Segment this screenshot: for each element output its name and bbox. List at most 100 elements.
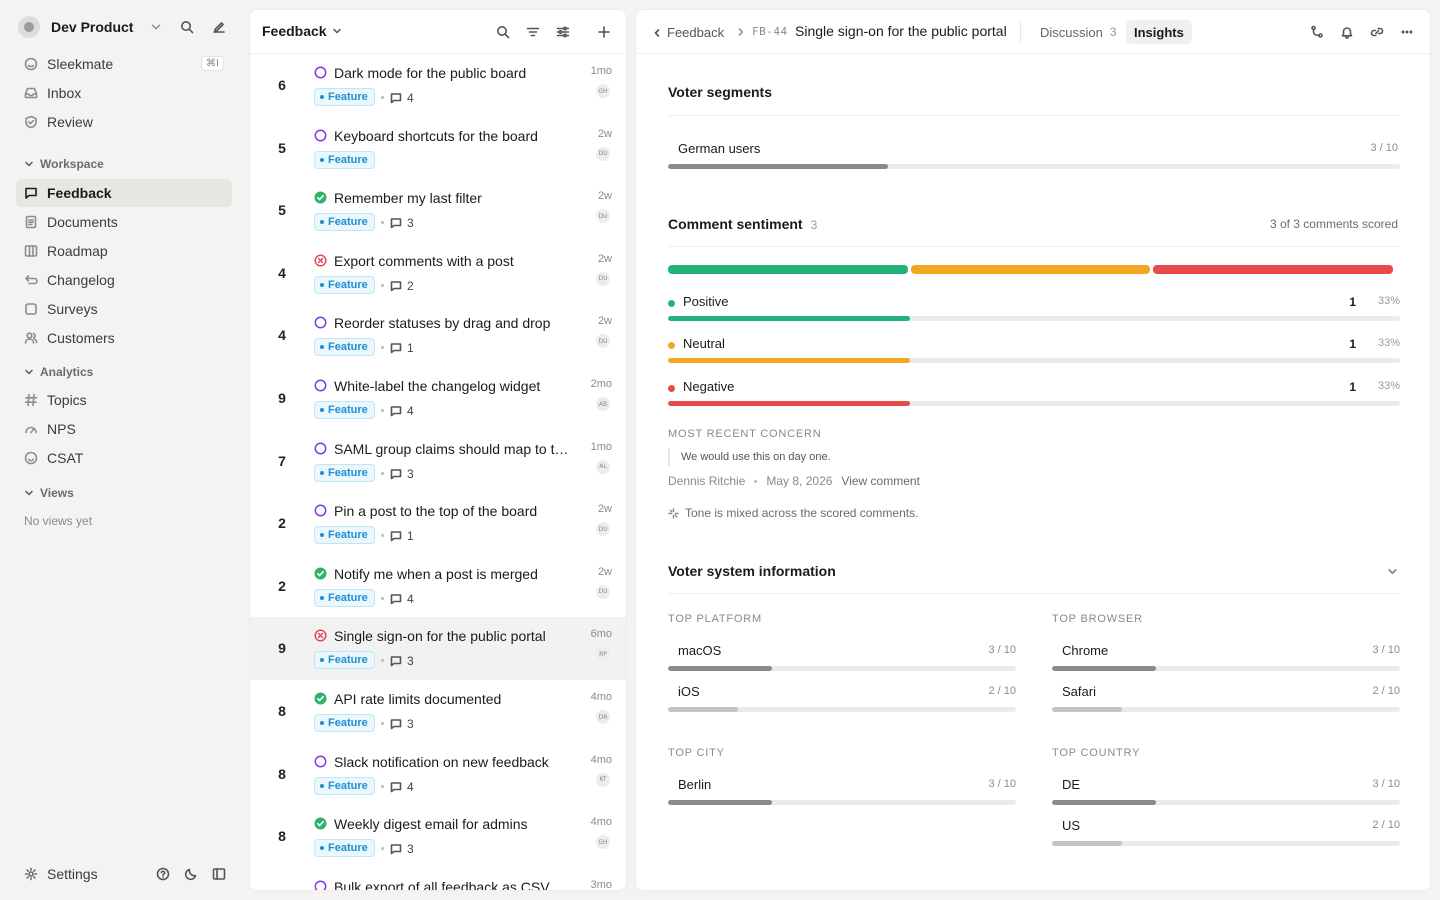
list-view-selector[interactable]: Feedback — [262, 23, 342, 39]
tag-badge[interactable]: Feature — [314, 714, 375, 732]
sidebar-item-sleekmate[interactable]: Sleekmate ⌘I — [16, 50, 232, 78]
tag-badge[interactable]: Feature — [314, 88, 375, 106]
feedback-row[interactable]: 9 White-label the changelog widget Feature… — [250, 367, 626, 430]
avatar: AB — [596, 397, 610, 411]
vote-count[interactable]: 5 — [278, 139, 286, 156]
filter-icon[interactable] — [526, 25, 540, 39]
shortcut-badge: ⌘I — [201, 56, 224, 71]
status-closed-icon[interactable] — [314, 629, 327, 642]
chevron-down-icon[interactable] — [150, 21, 162, 33]
moon-icon[interactable] — [184, 867, 198, 881]
status-open-icon[interactable] — [314, 880, 327, 890]
settings-link[interactable]: Settings — [24, 866, 98, 882]
sidebar-item-inbox[interactable]: Inbox — [16, 79, 232, 107]
sidebar-item-changelog[interactable]: Changelog — [16, 266, 232, 294]
feedback-row[interactable]: Bulk export of all feedback as CSV 3mo — [250, 868, 626, 890]
sentiment-bar — [668, 358, 1400, 363]
vote-count[interactable]: 2 — [278, 515, 286, 532]
tag-badge[interactable]: Feature — [314, 651, 375, 670]
avatar: GH — [596, 835, 610, 850]
feedback-row[interactable]: 8 Weekly digest email for admins Feature 3 4… — [250, 805, 626, 868]
sidebar-item-topics[interactable]: Topics — [16, 386, 232, 414]
search-icon[interactable] — [180, 20, 194, 34]
link-icon[interactable] — [1370, 25, 1384, 39]
vote-count[interactable]: 4 — [278, 327, 286, 344]
section-views[interactable]: Views — [24, 486, 74, 500]
feedback-row[interactable]: 2 Pin a post to the top of the board Featu… — [250, 492, 626, 555]
status-open-icon[interactable] — [314, 442, 327, 455]
feedback-row[interactable]: 8 Slack notification on new feedback Featu… — [250, 743, 626, 806]
view-comment-link[interactable]: View comment — [841, 474, 920, 488]
add-icon[interactable] — [597, 25, 611, 39]
vote-count[interactable]: 8 — [278, 828, 286, 845]
feedback-row[interactable]: 9 Single sign-on for the public portal Fea… — [250, 617, 626, 680]
tab-discussion[interactable]: Discussion 3 — [1034, 20, 1123, 44]
feedback-row[interactable]: 5 Remember my last filter Feature 3 2w DU — [250, 179, 626, 242]
tag-badge[interactable]: Feature — [314, 839, 375, 858]
sidebar-item-nps[interactable]: NPS — [16, 415, 232, 443]
sidebar-toggle-icon[interactable] — [212, 867, 226, 881]
status-open-icon[interactable] — [314, 316, 327, 329]
feedback-row[interactable]: 4 Reorder statuses by drag and drop Featur… — [250, 304, 626, 367]
group-label: TOP COUNTRY — [1052, 747, 1141, 759]
status-done-icon[interactable] — [314, 191, 327, 204]
feedback-row[interactable]: 7 SAML group claims should map to teams Fe… — [250, 430, 626, 493]
sidebar-item-feedback[interactable]: Feedback — [16, 179, 232, 207]
tag-badge[interactable]: Feature — [314, 213, 375, 232]
feedback-row[interactable]: 4 Export comments with a post Feature 2 2w DU — [250, 242, 626, 305]
branch-icon[interactable] — [1310, 25, 1324, 39]
tag-badge[interactable]: Feature — [314, 338, 375, 357]
status-done-icon[interactable] — [314, 692, 327, 705]
vote-count[interactable]: 4 — [278, 264, 286, 281]
vote-count[interactable]: 9 — [278, 640, 286, 657]
feedback-row[interactable]: 6 Dark mode for the public board Feature 4 1… — [250, 54, 626, 117]
search-icon[interactable] — [496, 25, 510, 39]
tag-badge[interactable]: Feature — [314, 275, 375, 294]
chevron-down-icon[interactable] — [1387, 566, 1398, 577]
sidebar-item-customers[interactable]: Customers — [16, 324, 232, 352]
breadcrumb-feedback[interactable]: Feedback — [652, 25, 724, 40]
status-open-icon[interactable] — [314, 755, 327, 768]
detail-panel: Feedback FB-44 Single sign-on for the pu… — [635, 9, 1431, 891]
compose-icon[interactable] — [212, 20, 226, 34]
display-options-icon[interactable] — [556, 25, 570, 39]
status-done-icon[interactable] — [314, 817, 327, 830]
status-open-icon[interactable] — [314, 66, 327, 79]
feedback-row[interactable]: 2 Notify me when a post is merged Feature 4… — [250, 555, 626, 618]
status-open-icon[interactable] — [314, 129, 327, 142]
sidebar-item-surveys[interactable]: Surveys — [16, 295, 232, 323]
sidebar-item-roadmap[interactable]: Roadmap — [16, 237, 232, 265]
bell-icon[interactable] — [1340, 25, 1354, 39]
vote-count[interactable]: 8 — [278, 703, 286, 719]
tag-badge[interactable]: Feature — [314, 401, 375, 419]
vote-count[interactable]: 7 — [278, 452, 286, 469]
sidebar-item-label: Customers — [47, 330, 115, 346]
tag-badge[interactable]: Feature — [314, 526, 375, 545]
tab-insights[interactable]: Insights — [1126, 20, 1192, 44]
feedback-row[interactable]: 8 API rate limits documented Feature 3 4mo DR — [250, 680, 626, 743]
avatar: DU — [596, 584, 610, 599]
vote-count[interactable]: 9 — [278, 390, 286, 406]
tag-badge[interactable]: Feature — [314, 463, 375, 482]
tag-badge[interactable]: Feature — [314, 150, 375, 169]
status-done-icon[interactable] — [314, 567, 327, 580]
help-icon[interactable] — [156, 867, 170, 881]
sidebar-item-csat[interactable]: CSAT — [16, 444, 232, 472]
status-open-icon[interactable] — [314, 504, 327, 517]
sidebar-item-review[interactable]: Review — [16, 108, 232, 136]
status-open-icon[interactable] — [314, 379, 327, 392]
section-workspace[interactable]: Workspace — [24, 157, 104, 171]
vote-count[interactable]: 2 — [278, 577, 286, 594]
tag-badge[interactable]: Feature — [314, 588, 375, 607]
sidebar-item-documents[interactable]: Documents — [16, 208, 232, 236]
chevron-down-icon — [25, 490, 33, 496]
vote-count[interactable]: 5 — [278, 202, 286, 219]
vote-count[interactable]: 8 — [278, 765, 286, 782]
vote-count[interactable]: 6 — [278, 77, 286, 93]
section-analytics[interactable]: Analytics — [24, 365, 93, 379]
workspace-switcher[interactable]: Dev Product — [18, 14, 230, 40]
status-closed-icon[interactable] — [314, 254, 327, 267]
tag-badge[interactable]: Feature — [314, 776, 375, 795]
feedback-row[interactable]: 5 Keyboard shortcuts for the board Feature… — [250, 117, 626, 180]
more-icon[interactable] — [1400, 25, 1414, 39]
